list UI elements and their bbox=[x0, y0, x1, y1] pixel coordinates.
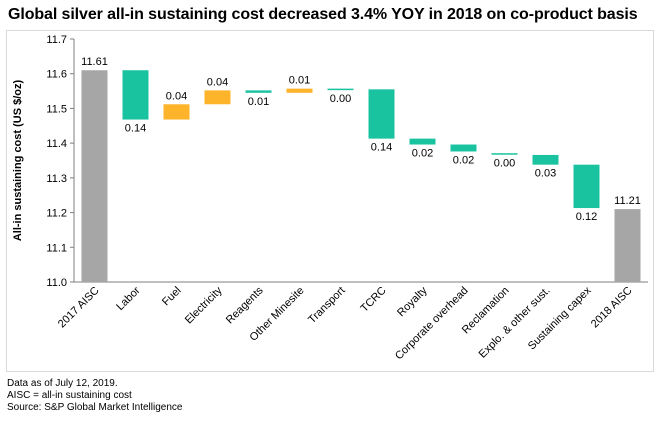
bar-royalty bbox=[409, 138, 436, 145]
data-label: 11.21 bbox=[614, 195, 641, 207]
x-tick-label: Transport bbox=[306, 285, 347, 326]
bar-fuel bbox=[163, 104, 190, 120]
bar-electricity bbox=[204, 90, 231, 105]
y-tick-label: 11.7 bbox=[46, 34, 67, 46]
data-label: 0.04 bbox=[207, 76, 228, 88]
y-tick-label: 11.6 bbox=[46, 69, 67, 81]
bar-2018-aisc bbox=[614, 209, 641, 282]
data-label: 0.14 bbox=[125, 123, 146, 135]
data-label: 0.02 bbox=[412, 148, 433, 160]
bar-other-minesite bbox=[286, 88, 313, 93]
y-tick-label: 11.0 bbox=[46, 277, 67, 289]
bar-reagents bbox=[245, 90, 272, 93]
y-tick-label: 11.4 bbox=[46, 138, 67, 150]
data-label: 0.14 bbox=[371, 142, 392, 154]
x-tick-label: Electricity bbox=[183, 284, 225, 326]
bar-labor bbox=[122, 70, 149, 120]
chart-notes: Data as of July 12, 2019. AISC = all-in … bbox=[7, 378, 182, 414]
x-tick-label: TCRC bbox=[359, 285, 389, 315]
waterfall-chart: 11.0 11.1 11.2 11.3 11.4 11.5 11.6 11.7 All-in s… bbox=[12, 34, 648, 363]
bar-tcrc bbox=[368, 89, 395, 139]
x-tick-label: Royalty bbox=[395, 284, 430, 319]
x-tick-label: Fuel bbox=[160, 285, 184, 309]
bar-2017-aisc bbox=[81, 70, 108, 282]
y-axis-title: All-in sustaining cost (US $/oz) bbox=[12, 79, 24, 241]
note-aisc-definition: AISC = all-in sustaining cost bbox=[7, 390, 132, 401]
chart-title: Global silver all-in sustaining cost dec… bbox=[8, 6, 638, 23]
data-label: 0.02 bbox=[453, 154, 474, 166]
y-tick-label: 11.2 bbox=[46, 208, 67, 220]
x-tick-label: Explo. & other sust. bbox=[477, 285, 553, 361]
data-label: 11.61 bbox=[81, 56, 108, 68]
y-tick-label: 11.1 bbox=[46, 242, 67, 254]
bar-corporate-overhead bbox=[450, 144, 477, 152]
data-label: 0.01 bbox=[248, 96, 269, 108]
data-label: 0.03 bbox=[535, 168, 556, 180]
data-label: 0.04 bbox=[166, 90, 187, 102]
note-source: Source: S&P Global Market Intelligence bbox=[7, 402, 183, 413]
x-tick-label: Labor bbox=[114, 284, 143, 313]
data-label: 0.01 bbox=[289, 75, 310, 87]
note-data-date: Data as of July 12, 2019. bbox=[7, 378, 118, 389]
bar-explo-other-sust- bbox=[532, 154, 559, 165]
bar-reclamation bbox=[491, 153, 518, 155]
x-tick-label: Corporate overhead bbox=[393, 285, 471, 363]
y-tick-label: 11.5 bbox=[46, 103, 67, 115]
x-tick-label: Reagents bbox=[224, 284, 266, 326]
chart-panel bbox=[6, 30, 654, 372]
data-label: 0.00 bbox=[330, 93, 351, 105]
x-tick-label: 2017 AISC bbox=[56, 285, 102, 331]
y-tick-label: 11.3 bbox=[46, 173, 67, 185]
x-tick-label: 2018 AISC bbox=[589, 285, 635, 331]
bar-transport bbox=[327, 88, 354, 91]
data-label: 0.12 bbox=[576, 211, 597, 223]
data-label: 0.00 bbox=[494, 158, 515, 170]
bar-sustaining-capex bbox=[573, 164, 600, 209]
